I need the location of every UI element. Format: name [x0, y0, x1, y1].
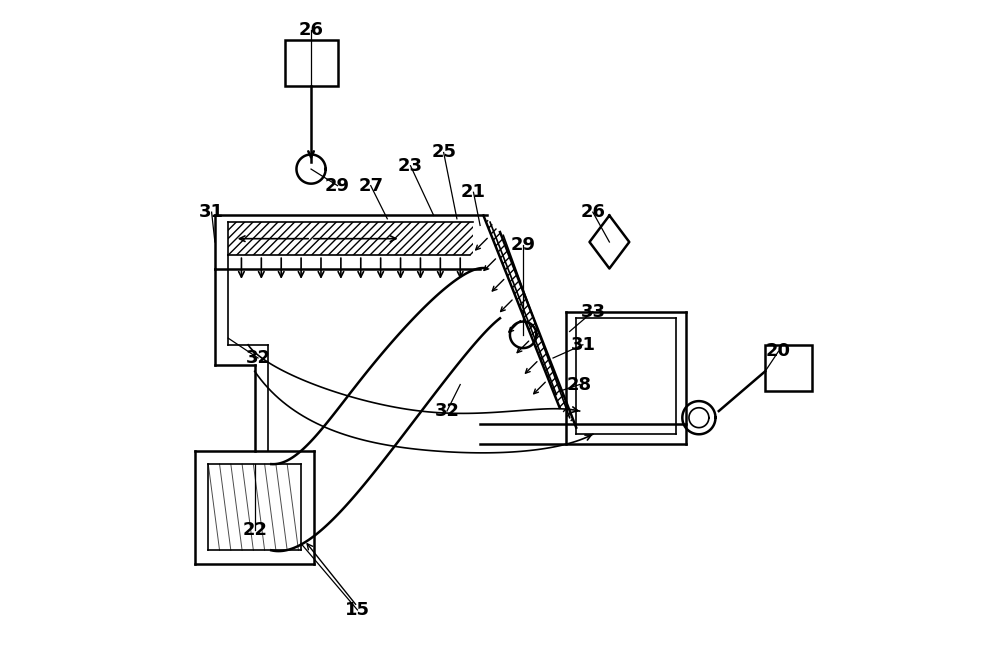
Text: 26: 26 [580, 203, 605, 221]
Text: 22: 22 [242, 521, 267, 540]
Text: 25: 25 [431, 143, 456, 162]
Text: 23: 23 [398, 156, 423, 175]
Text: 15: 15 [345, 601, 370, 619]
Text: 28: 28 [567, 375, 592, 394]
Text: 33: 33 [580, 302, 605, 321]
Text: 20: 20 [766, 342, 791, 361]
Text: 29: 29 [325, 176, 350, 195]
Text: 31: 31 [570, 335, 595, 354]
Text: 21: 21 [461, 183, 486, 202]
Text: 32: 32 [434, 402, 459, 420]
FancyBboxPatch shape [765, 345, 812, 391]
Bar [228, 222, 473, 255]
FancyBboxPatch shape [285, 40, 338, 86]
Text: 27: 27 [358, 176, 383, 195]
Text: 29: 29 [511, 236, 536, 255]
Text: 26: 26 [299, 21, 324, 39]
Text: 32: 32 [246, 349, 271, 367]
Text: 31: 31 [199, 203, 224, 221]
